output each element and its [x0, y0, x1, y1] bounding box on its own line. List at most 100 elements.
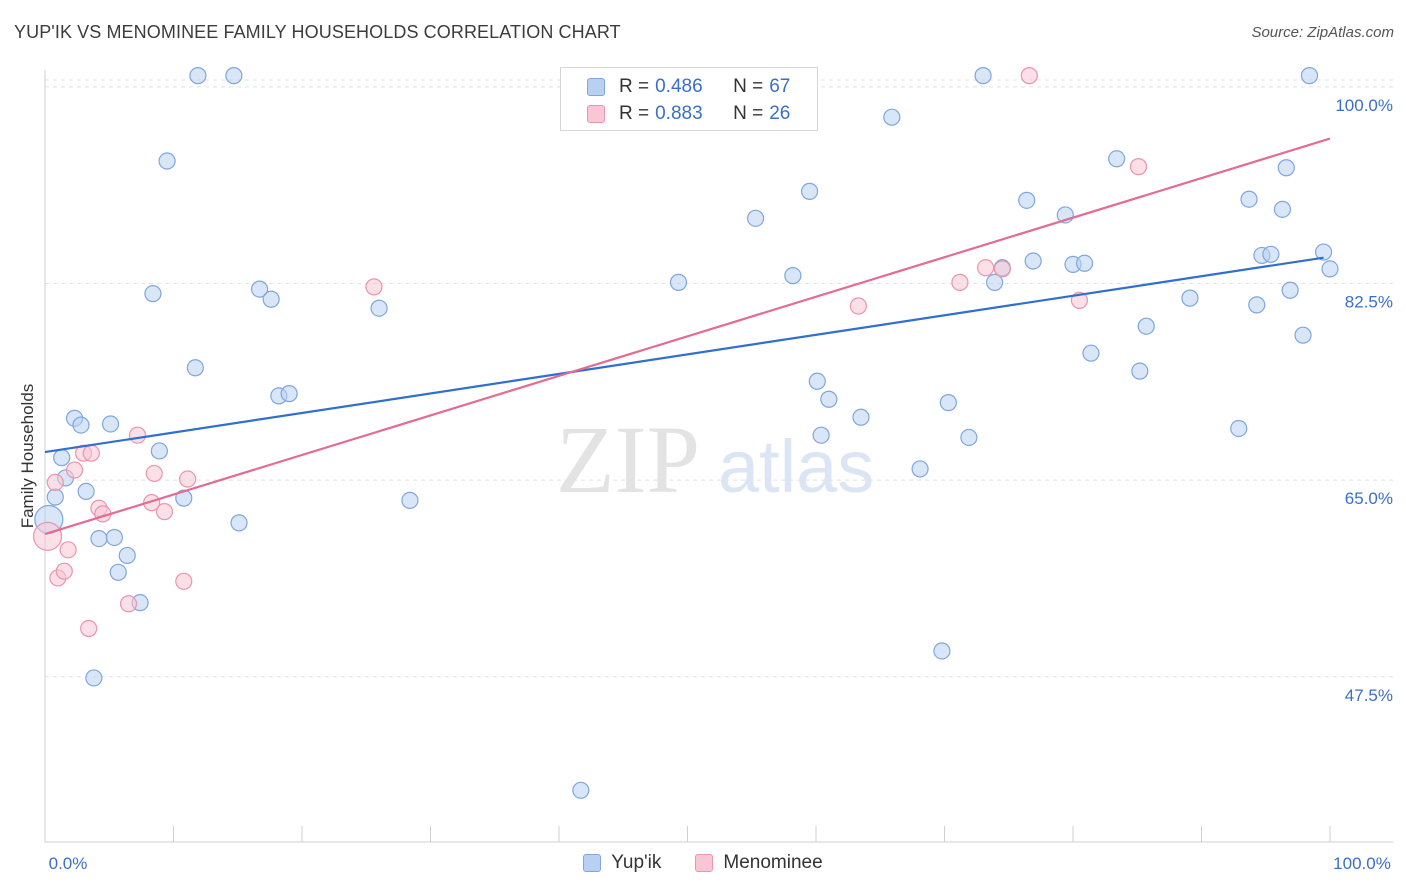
x-ticks	[173, 826, 1331, 842]
menominee-trend-line	[44, 137, 1331, 536]
yupik-point	[1240, 190, 1258, 208]
menominee-point	[951, 273, 969, 291]
menominee-point	[1020, 67, 1038, 85]
source-label: Source: ZipAtlas.com	[1251, 24, 1394, 41]
menominee-point	[145, 464, 163, 483]
yupik-point	[939, 394, 957, 412]
yupik-point	[1137, 317, 1155, 335]
yupik-point	[77, 482, 95, 500]
yupik-point	[1314, 243, 1333, 261]
n-value: 67	[769, 76, 791, 97]
chart-title: YUP'IK VS MENOMINEE FAMILY HOUSEHOLDS CO…	[14, 22, 621, 42]
menominee-point	[59, 541, 77, 559]
yupik-point	[262, 290, 280, 308]
yupik-point	[53, 449, 71, 467]
yupik-point	[986, 273, 1004, 291]
data-points	[32, 67, 1339, 799]
yupik-point	[109, 563, 127, 581]
legend-swatch-menominee	[695, 854, 714, 872]
menominee-point	[55, 562, 73, 580]
y-tick-label: 100.0%	[1335, 96, 1393, 115]
yupik-point	[1018, 191, 1036, 209]
legend-item-menominee[interactable]: Menominee	[695, 852, 823, 874]
yupik-point	[280, 385, 298, 403]
yupik-point	[186, 359, 204, 377]
yupik-point	[72, 416, 90, 434]
yupik-point	[1262, 245, 1280, 263]
x-tick-labels: 0.0% 100.0%	[49, 854, 1391, 873]
yupik-point	[1230, 419, 1248, 438]
menominee-point	[82, 444, 100, 462]
yupik-point	[1281, 281, 1299, 299]
legend-swatch-menominee	[587, 105, 605, 123]
legend-row-menominee: R = 0.883 N = 26	[587, 101, 790, 127]
yupik-point	[225, 67, 243, 85]
yupik-point	[90, 529, 108, 548]
watermark: ZIP atlas	[556, 406, 874, 513]
yupik-point	[189, 67, 207, 85]
menominee-point	[993, 260, 1011, 278]
menominee-point	[849, 297, 868, 315]
x-tick-label-0: 0.0%	[49, 854, 88, 873]
yupik-trend-line	[44, 256, 1324, 454]
yupik-point	[1024, 252, 1042, 270]
yupik-point	[1277, 159, 1295, 177]
n-label: N =	[733, 76, 764, 97]
n-label: N =	[733, 103, 764, 124]
legend-row-yupik: R = 0.486 N = 67	[587, 74, 790, 100]
yupik-point	[883, 108, 901, 126]
yupik-point	[1300, 67, 1319, 85]
menominee-point	[128, 426, 147, 444]
menominee-point	[155, 503, 174, 521]
axes	[44, 70, 1393, 843]
menominee-point	[32, 521, 63, 551]
yupik-point	[933, 642, 951, 660]
yupik-point	[1181, 289, 1199, 307]
menominee-point	[179, 470, 197, 488]
legend-swatch-yupik	[587, 78, 605, 96]
menominee-point	[977, 259, 995, 277]
yupik-point	[370, 299, 388, 317]
yupik-point	[572, 781, 590, 799]
r-label: R =	[619, 103, 650, 124]
yupik-point	[1075, 254, 1094, 272]
yupik-point	[175, 489, 193, 507]
yupik-point	[118, 546, 136, 565]
legend-swatch-yupik	[583, 854, 602, 872]
y-tick-label: 47.5%	[1345, 686, 1393, 705]
yupik-point	[105, 528, 123, 547]
yupik-point	[1248, 296, 1266, 314]
yupik-point	[1321, 260, 1339, 278]
menominee-point	[46, 473, 64, 492]
yupik-point	[144, 285, 162, 303]
yupik-point	[1108, 150, 1126, 168]
yupik-point	[784, 267, 802, 285]
x-tick-label-100: 100.0%	[1333, 854, 1391, 873]
yupik-point	[85, 669, 103, 687]
yupik-point	[230, 514, 248, 532]
series-legend: Yup'ik Menominee	[0, 852, 1406, 874]
menominee-point	[80, 619, 98, 638]
menominee-point	[175, 572, 193, 590]
menominee-point	[65, 461, 84, 479]
yupik-point	[820, 390, 838, 408]
watermark-atlas: atlas	[718, 425, 874, 508]
yupik-point	[1082, 344, 1100, 362]
y-tick-label: 65.0%	[1345, 489, 1393, 508]
yupik-point	[747, 209, 765, 227]
yupik-point	[800, 182, 819, 200]
yupik-point	[1294, 326, 1312, 344]
yupik-point	[812, 426, 830, 444]
yupik-point	[808, 372, 826, 390]
yupik-point	[852, 408, 870, 426]
y-tick-labels: 47.5% 65.0% 82.5% 100.0%	[1335, 96, 1393, 705]
yupik-point	[1273, 200, 1292, 218]
yupik-point	[669, 273, 688, 291]
yupik-point	[158, 152, 176, 170]
watermark-zip: ZIP	[556, 406, 700, 513]
r-label: R =	[619, 76, 650, 97]
legend-item-yupik[interactable]: Yup'ik	[583, 852, 661, 874]
trend-lines	[44, 137, 1331, 536]
gridlines	[45, 79, 1393, 678]
